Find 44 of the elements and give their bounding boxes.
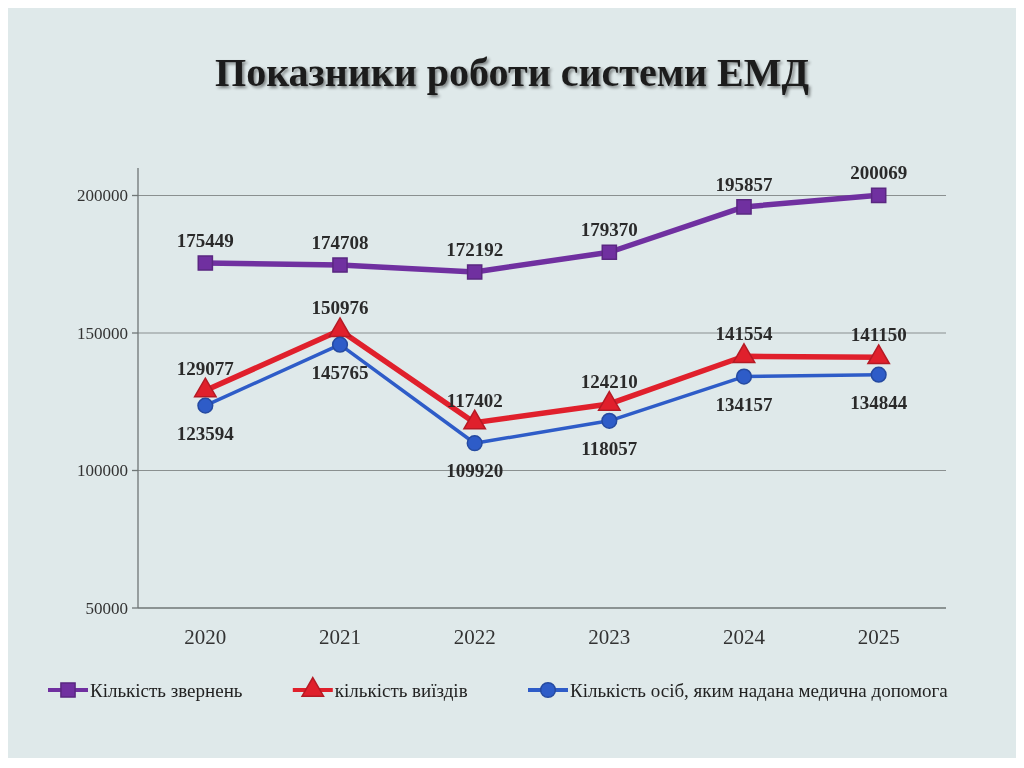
data-label: 109920	[446, 460, 504, 482]
data-label: 123594	[176, 422, 235, 444]
point	[331, 336, 349, 353]
legend-label: кількість виїздів	[334, 679, 468, 701]
data-label: 200069	[850, 162, 908, 184]
data-label: 129077	[176, 357, 235, 379]
legend-label: Кількість осіб, яким надана медична допомога	[570, 679, 949, 701]
data-label: 172192	[446, 238, 504, 260]
data-label: 134157	[715, 393, 773, 415]
data-label: 174708	[311, 232, 369, 254]
legend-label: Кількість звернень	[90, 679, 243, 701]
x-tick-label: 2024	[723, 625, 766, 649]
data-label: 141150	[850, 324, 907, 346]
data-label: 134844	[850, 391, 908, 413]
x-tick-label: 2020	[184, 625, 227, 649]
x-tick-label: 2023	[588, 625, 631, 649]
data-label: 150976	[311, 297, 369, 319]
point	[601, 244, 618, 261]
data-label: 179370	[580, 219, 638, 241]
data-label: 124210	[580, 370, 638, 392]
point	[601, 412, 618, 429]
y-tick-label: 100000	[77, 461, 128, 481]
y-tick-label: 50000	[85, 598, 128, 618]
y-tick-label: 200000	[77, 186, 128, 206]
chart-title: Показники роботи системи ЕМД	[215, 50, 809, 95]
x-tick-label: 2022	[453, 625, 496, 649]
point	[332, 257, 348, 273]
x-tick-label: 2025	[857, 625, 900, 649]
data-label: 145765	[311, 361, 369, 383]
data-label: 175449	[176, 230, 234, 252]
data-label: 117402	[446, 389, 503, 411]
point	[870, 366, 887, 383]
data-label: 141554	[715, 323, 773, 345]
point	[197, 397, 214, 414]
x-tick-label: 2021	[319, 625, 361, 649]
point	[197, 255, 214, 271]
data-label: 118057	[581, 437, 638, 459]
data-label: 195857	[715, 173, 773, 195]
y-tick-label: 150000	[77, 323, 128, 343]
point	[466, 264, 483, 280]
point	[466, 435, 483, 452]
point	[870, 187, 887, 204]
point	[735, 368, 753, 385]
point	[736, 199, 752, 215]
